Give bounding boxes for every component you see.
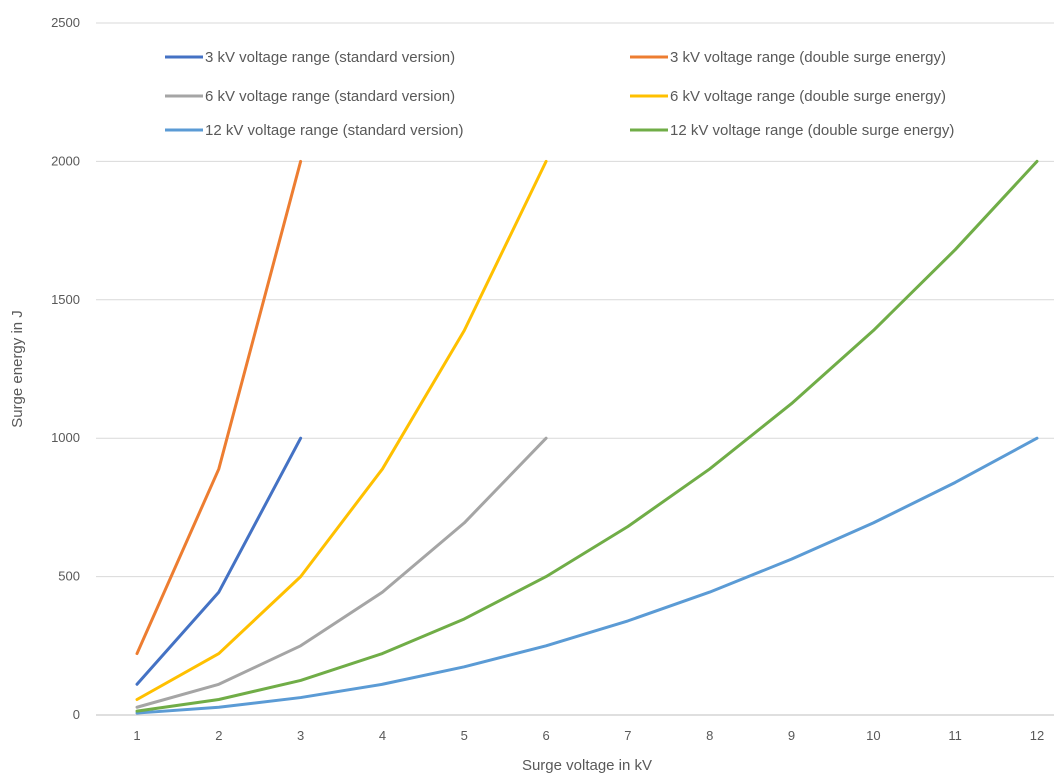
x-tick-label: 11 xyxy=(948,728,962,743)
x-tick-label: 8 xyxy=(706,728,713,743)
legend-label: 3 kV voltage range (standard version) xyxy=(205,49,455,66)
x-tick-label: 12 xyxy=(1030,728,1044,743)
legend-item: 6 kV voltage range (standard version) xyxy=(165,88,455,105)
legend: 3 kV voltage range (standard version) 3 k… xyxy=(165,49,954,139)
y-tick-label: 2500 xyxy=(51,15,80,30)
legend-item: 12 kV voltage range (standard version) xyxy=(165,122,463,139)
series-line-5 xyxy=(135,159,1039,713)
series-line-3 xyxy=(135,159,548,701)
legend-label: 6 kV voltage range (standard version) xyxy=(205,88,455,105)
x-tick-label: 9 xyxy=(788,728,795,743)
series-line-1 xyxy=(135,159,303,656)
legend-label: 3 kV voltage range (double surge energy) xyxy=(670,49,946,66)
gridlines xyxy=(96,22,1054,578)
x-axis-title: Surge voltage in kV xyxy=(522,757,652,774)
legend-item: 3 kV voltage range (double surge energy) xyxy=(630,49,946,66)
series-line-4 xyxy=(135,436,1039,715)
y-tick-label: 0 xyxy=(73,707,80,722)
x-tick-label: 2 xyxy=(215,728,222,743)
x-tick-label: 1 xyxy=(133,728,140,743)
x-tick-label: 4 xyxy=(379,728,386,743)
legend-item: 12 kV voltage range (double surge energy… xyxy=(630,122,954,139)
legend-item: 3 kV voltage range (standard version) xyxy=(165,49,455,66)
series-lines xyxy=(135,159,1039,715)
y-tick-label: 2000 xyxy=(51,153,80,168)
y-tick-label: 1500 xyxy=(51,292,80,307)
legend-label: 12 kV voltage range (double surge energy… xyxy=(670,122,954,139)
legend-label: 6 kV voltage range (double surge energy) xyxy=(670,88,946,105)
legend-label: 12 kV voltage range (standard version) xyxy=(205,122,463,139)
y-tick-label: 500 xyxy=(58,569,80,584)
y-axis-title: Surge energy in J xyxy=(9,310,26,428)
x-tick-label: 3 xyxy=(297,728,304,743)
y-tick-label: 1000 xyxy=(51,430,80,445)
x-tick-label: 6 xyxy=(542,728,549,743)
x-tick-label: 5 xyxy=(461,728,468,743)
legend-item: 6 kV voltage range (double surge energy) xyxy=(630,88,946,105)
series-line-0 xyxy=(135,436,303,686)
series-line-2 xyxy=(135,436,548,709)
x-tick-label: 10 xyxy=(866,728,880,743)
x-tick-label: 7 xyxy=(624,728,631,743)
